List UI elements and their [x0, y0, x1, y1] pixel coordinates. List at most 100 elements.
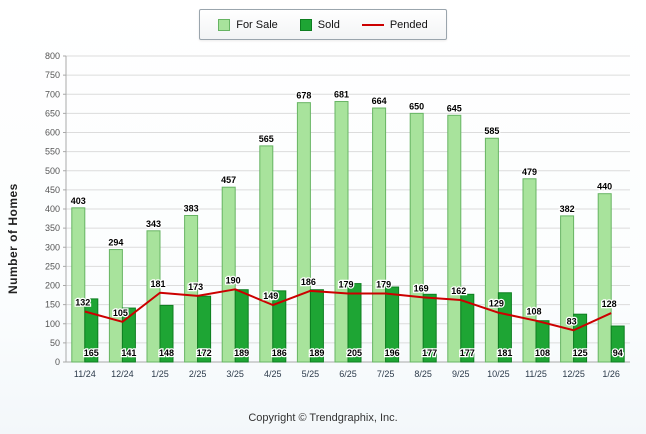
for-sale-value-label: 343: [146, 219, 161, 229]
for-sale-value-label: 645: [447, 103, 462, 113]
y-tick-label: 500: [45, 166, 60, 176]
legend: For Sale Sold Pended: [0, 0, 646, 40]
pended-value-label: 83: [567, 316, 577, 326]
y-axis-title: Number of Homes: [6, 183, 20, 295]
sold-bar: [460, 293, 475, 363]
for-sale-value-label: 382: [560, 204, 575, 214]
y-tick-label: 750: [45, 70, 60, 80]
x-axis-category-label: 5/25: [302, 369, 320, 379]
for-sale-bar: [296, 102, 311, 363]
for-sale-bar: [259, 145, 274, 363]
x-axis-category-label: 11/24: [74, 369, 96, 379]
pended-value-label: 181: [150, 279, 165, 289]
pended-value-label: 149: [263, 291, 278, 301]
x-axis-category-label: 6/25: [339, 369, 357, 379]
legend-for-sale-label: For Sale: [236, 18, 278, 31]
pended-value-label: 128: [602, 299, 617, 309]
sold-bar: [159, 304, 174, 363]
for-sale-bar: [221, 186, 236, 363]
x-axis-category-label: 11/25: [525, 369, 547, 379]
sold-bar: [422, 293, 437, 363]
sold-value-label: 189: [309, 348, 324, 358]
x-axis-category-label: 8/25: [414, 369, 432, 379]
pended-value-label: 179: [376, 280, 391, 290]
y-tick-label: 550: [45, 147, 60, 157]
sold-value-label: 172: [197, 348, 212, 358]
for-sale-value-label: 479: [522, 167, 537, 177]
sold-bar: [309, 289, 324, 363]
y-tick-label: 700: [45, 89, 60, 99]
x-axis-category-label: 7/25: [377, 369, 395, 379]
y-tick-label: 0: [55, 357, 60, 367]
legend-item-for-sale: For Sale: [218, 18, 278, 31]
sold-bar: [385, 286, 400, 363]
for-sale-bar: [71, 207, 86, 363]
y-tick-label: 450: [45, 185, 60, 195]
x-axis-category-label: 4/25: [264, 369, 282, 379]
sold-bar: [197, 295, 212, 363]
legend-item-pended: Pended: [361, 18, 428, 31]
sold-bar: [272, 290, 287, 363]
legend-sold-label: Sold: [317, 18, 340, 31]
y-tick-label: 200: [45, 281, 60, 291]
sold-value-label: 148: [159, 348, 174, 358]
pended-value-label: 186: [301, 277, 316, 287]
x-axis-category-label: 3/25: [226, 369, 244, 379]
copyright-text: Copyright © Trendgraphix, Inc.: [248, 412, 398, 424]
pended-value-label: 108: [526, 307, 541, 317]
pended-line: [84, 288, 612, 332]
for-sale-value-label: 664: [372, 96, 387, 106]
sold-value-label: 165: [84, 348, 99, 358]
for-sale-bar: [372, 107, 387, 363]
for-sale-bar: [146, 230, 161, 363]
sold-value-label: 189: [234, 348, 249, 358]
for-sale-value-label: 565: [259, 134, 274, 144]
pended-value-label: 129: [489, 299, 504, 309]
legend-pended-label: Pended: [389, 18, 428, 31]
x-axis-category-label: 1/25: [151, 369, 169, 379]
y-tick-label: 50: [50, 338, 60, 348]
sold-bar: [497, 292, 512, 363]
for-sale-bar: [447, 114, 462, 363]
sold-swatch-icon: [299, 18, 312, 31]
sold-value-label: 177: [460, 348, 475, 358]
pended-value-label: 105: [113, 308, 128, 318]
for-sale-bar: [560, 215, 575, 363]
for-sale-bar: [334, 101, 349, 363]
for-sale-value-label: 650: [409, 101, 424, 111]
for-sale-value-label: 383: [184, 204, 199, 214]
pended-value-label: 132: [75, 298, 90, 308]
for-sale-value-label: 681: [334, 90, 349, 100]
sold-value-label: 196: [385, 348, 400, 358]
for-sale-value-label: 403: [71, 196, 86, 206]
for-sale-value-label: 294: [108, 238, 123, 248]
x-axis-category-label: 1/26: [602, 369, 620, 379]
chart-area: Number of Homes 0 50 100 150 200 250 300 350 400…: [0, 40, 646, 408]
x-axis-category-label: 2/25: [189, 369, 207, 379]
y-tick-label: 250: [45, 261, 60, 271]
x-axis-category-label: 10/25: [487, 369, 510, 379]
sold-value-label: 125: [573, 348, 588, 358]
pended-line-swatch-icon: [361, 23, 384, 26]
for-sale-bar: [409, 112, 424, 363]
pended-value-label: 162: [451, 286, 466, 296]
pended-value-label: 190: [226, 275, 241, 285]
for-sale-bar: [484, 137, 499, 363]
sold-value-label: 94: [613, 348, 623, 358]
sold-bar: [121, 307, 136, 363]
y-tick-label: 100: [45, 319, 60, 329]
bar-line-chart: 0 50 100 150 200 250 300 350 400 450 500 550 600 650 7…: [45, 51, 630, 379]
legend-item-sold: Sold: [299, 18, 340, 31]
sold-value-label: 186: [272, 348, 287, 358]
sold-bar: [347, 283, 362, 363]
x-axis-category-label: 12/25: [562, 369, 585, 379]
for-sale-value-label: 457: [221, 175, 236, 185]
sold-value-label: 108: [535, 348, 550, 358]
for-sale-bar: [108, 249, 123, 363]
for-sale-value-label: 678: [296, 91, 311, 101]
x-axis-category-label: 12/24: [111, 369, 134, 379]
y-tick-label: 300: [45, 242, 60, 252]
x-axis-category-label: 9/25: [452, 369, 470, 379]
y-tick-label: 650: [45, 108, 60, 118]
sold-value-label: 181: [497, 348, 512, 358]
